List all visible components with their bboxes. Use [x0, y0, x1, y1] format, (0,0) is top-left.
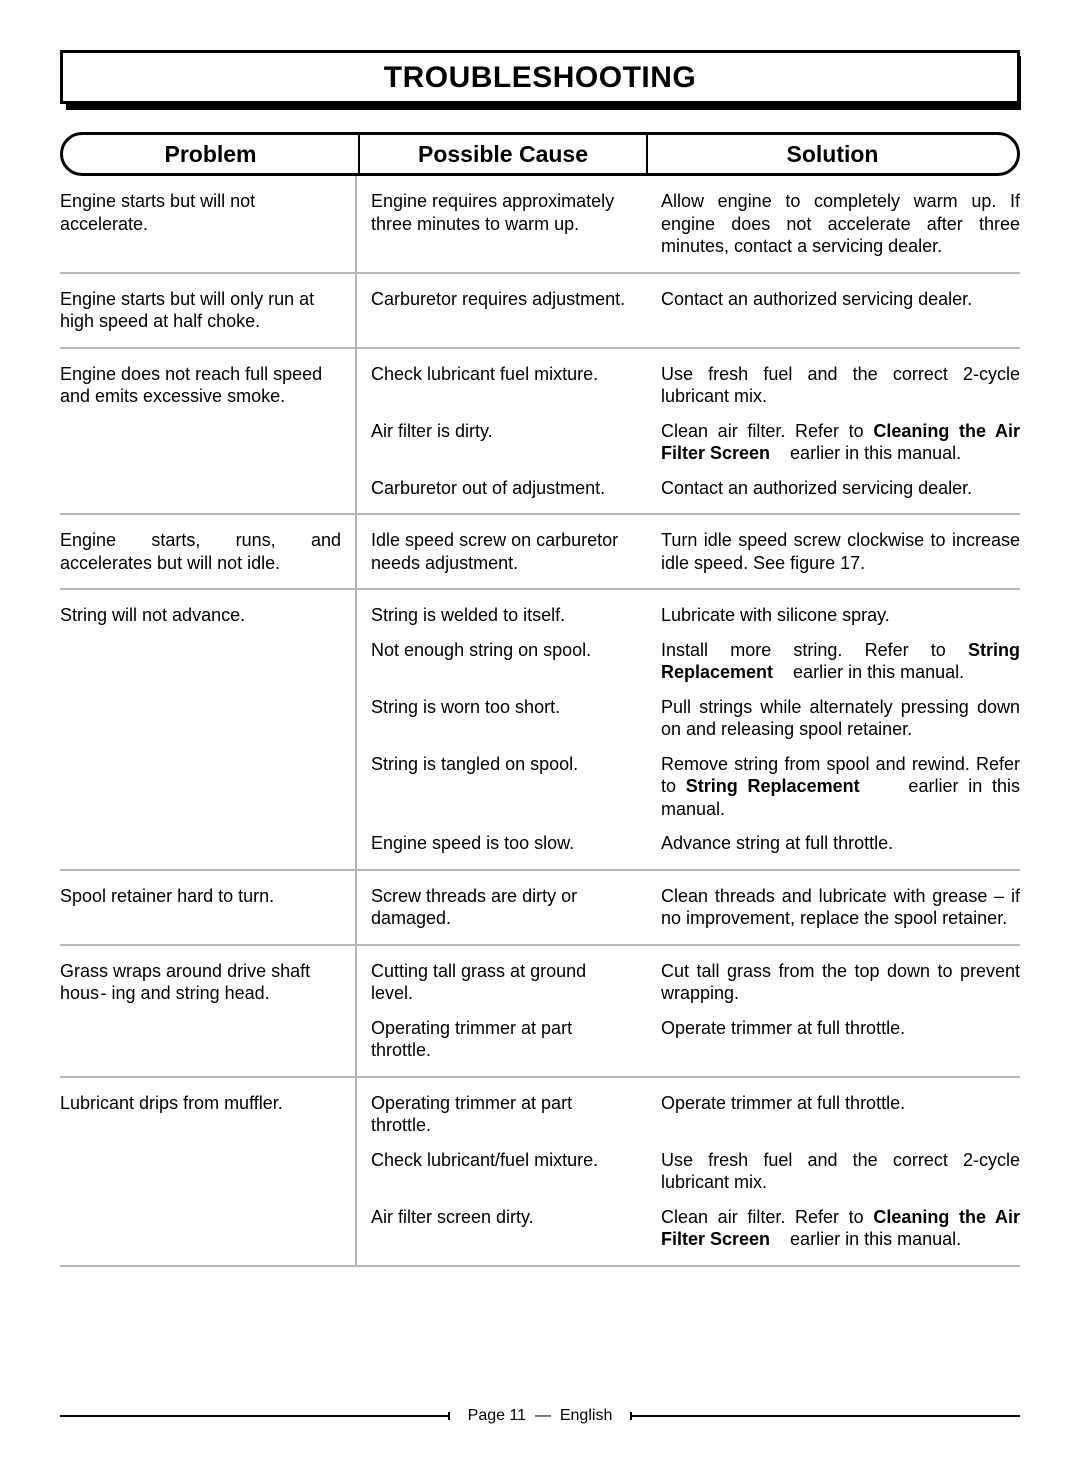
- cell-cause-solution-group: Cutting tall grass at ground level.Cut t…: [355, 946, 1020, 1076]
- cell-solution: Use fresh fuel and the correct 2-cycle l…: [647, 349, 1020, 418]
- footer-page: Page 11: [468, 1407, 526, 1424]
- cell-solution: Allow engine to completely warm up. If e…: [647, 176, 1020, 272]
- cell-cause: Check lubricant/fuel mixture.: [357, 1147, 647, 1204]
- cell-cause: Carburetor out of adjustment.: [357, 475, 647, 514]
- table-row: Engine starts but will only run at high …: [60, 274, 1020, 349]
- cause-solution-pair: String is welded to itself.Lubricate wit…: [357, 590, 1020, 637]
- cell-cause: Air filter is dirty.: [357, 418, 647, 475]
- cell-problem: Engine starts but will not accelerate.: [60, 176, 355, 272]
- cell-solution: Pull strings while alternately pressing …: [647, 694, 1020, 751]
- cell-cause: String is worn too short.: [357, 694, 647, 751]
- cell-cause: Engine requires approximately three minu…: [357, 176, 647, 272]
- title-frame: TROUBLESHOOTING: [60, 50, 1020, 104]
- cell-cause: Operating trimmer at part throttle.: [357, 1078, 647, 1147]
- page: TROUBLESHOOTING Problem Possible Cause S…: [0, 0, 1080, 1465]
- table-row: String will not advance.String is welded…: [60, 590, 1020, 871]
- cell-cause: Carburetor requires adjustment.: [357, 274, 647, 325]
- cell-cause-solution-group: Operating trimmer at part throttle.Opera…: [355, 1078, 1020, 1265]
- cause-solution-pair: Not enough string on spool.Install more …: [357, 637, 1020, 694]
- cell-problem: Lubricant drips from muffler.: [60, 1078, 355, 1265]
- cell-cause-solution-group: Screw threads are dirty or damaged.Clean…: [355, 871, 1020, 944]
- cell-cause-solution-group: Engine requires approximately three minu…: [355, 176, 1020, 272]
- cell-solution: Cut tall grass from the top down to prev…: [647, 946, 1020, 1015]
- table-row: Spool retainer hard to turn.Screw thread…: [60, 871, 1020, 946]
- cell-cause: Operating trimmer at part throttle.: [357, 1015, 647, 1076]
- title-box: TROUBLESHOOTING: [60, 50, 1020, 104]
- cell-solution: Operate trimmer at full throttle.: [647, 1078, 1020, 1147]
- cell-solution: Lubricate with silicone spray.: [647, 590, 1020, 637]
- table-body: Engine starts but will not accelerate.En…: [60, 176, 1020, 1267]
- cause-solution-pair: Engine speed is too slow.Advance string …: [357, 830, 1020, 869]
- cause-solution-pair: Check lubricant/fuel mixture.Use fresh f…: [357, 1147, 1020, 1204]
- cell-cause: Screw threads are dirty or damaged.: [357, 871, 647, 944]
- footer-rule-right: [630, 1415, 1020, 1417]
- table-header: Problem Possible Cause Solution: [60, 132, 1020, 176]
- cell-solution: Contact an authorized servicing dealer.: [647, 274, 1020, 325]
- cause-solution-pair: Carburetor out of adjustment.Contact an …: [357, 475, 1020, 514]
- cell-solution: Clean threads and lubricate with grease …: [647, 871, 1020, 944]
- cell-problem: String will not advance.: [60, 590, 355, 869]
- cause-solution-pair: Screw threads are dirty or damaged.Clean…: [357, 871, 1020, 944]
- page-title: TROUBLESHOOTING: [63, 61, 1017, 95]
- cause-solution-pair: Air filter screen dirty.Clean air filter…: [357, 1204, 1020, 1265]
- cause-solution-pair: Air filter is dirty.Clean air filter. Re…: [357, 418, 1020, 475]
- cell-problem: Engine does not reach full speed and emi…: [60, 349, 355, 514]
- cell-solution: Use fresh fuel and the correct 2-cycle l…: [647, 1147, 1020, 1204]
- cell-cause: Check lubricant fuel mixture.: [357, 349, 647, 418]
- cell-cause-solution-group: Carburetor requires adjustment.Contact a…: [355, 274, 1020, 347]
- col-header-problem: Problem: [63, 135, 358, 173]
- cell-cause-solution-group: Idle speed screw on carburetor needs adj…: [355, 515, 1020, 588]
- col-header-solution: Solution: [648, 135, 1017, 173]
- cell-problem: Engine starts, runs, and accelerates but…: [60, 515, 355, 588]
- table-header-row: Problem Possible Cause Solution: [60, 132, 1020, 176]
- cell-solution: Remove string from spool and rewind. Ref…: [647, 751, 1020, 831]
- cell-solution: Clean air filter. Refer to Cleaning the …: [647, 1204, 1020, 1265]
- cell-cause-solution-group: Check lubricant fuel mixture.Use fresh f…: [355, 349, 1020, 514]
- table-row: Engine starts, runs, and accelerates but…: [60, 515, 1020, 590]
- footer-rule-left: [60, 1415, 450, 1417]
- table-row: Lubricant drips from muffler.Operating t…: [60, 1078, 1020, 1267]
- cell-cause: String is welded to itself.: [357, 590, 647, 637]
- cell-solution: Advance string at full throttle.: [647, 830, 1020, 869]
- cell-cause-solution-group: String is welded to itself.Lubricate wit…: [355, 590, 1020, 869]
- cause-solution-pair: Check lubricant fuel mixture.Use fresh f…: [357, 349, 1020, 418]
- cause-solution-pair: Carburetor requires adjustment.Contact a…: [357, 274, 1020, 325]
- cell-solution: Contact an authorized servicing dealer.: [647, 475, 1020, 514]
- cell-cause: Idle speed screw on carburetor needs adj…: [357, 515, 647, 588]
- cell-solution: Clean air filter. Refer to Cleaning the …: [647, 418, 1020, 475]
- table-row: Engine does not reach full speed and emi…: [60, 349, 1020, 516]
- cause-solution-pair: String is worn too short.Pull strings wh…: [357, 694, 1020, 751]
- footer-sep: —: [535, 1407, 551, 1424]
- col-header-cause: Possible Cause: [358, 135, 648, 173]
- cause-solution-pair: String is tangled on spool.Remove string…: [357, 751, 1020, 831]
- cause-solution-pair: Operating trimmer at part throttle.Opera…: [357, 1078, 1020, 1147]
- cell-problem: Spool retainer hard to turn.: [60, 871, 355, 944]
- cause-solution-pair: Engine requires approximately three minu…: [357, 176, 1020, 272]
- cell-cause: Not enough string on spool.: [357, 637, 647, 694]
- footer-text: Page 11 — English: [468, 1407, 613, 1425]
- table-row: Grass wraps around drive shaft hous - in…: [60, 946, 1020, 1078]
- cell-solution: Install more string. Refer to String Rep…: [647, 637, 1020, 694]
- cell-cause: Air filter screen dirty.: [357, 1204, 647, 1265]
- cell-solution: Turn idle speed screw clockwise to incre…: [647, 515, 1020, 588]
- footer-lang: English: [560, 1407, 612, 1424]
- table-row: Engine starts but will not accelerate.En…: [60, 176, 1020, 274]
- cell-solution: Operate trimmer at full throttle.: [647, 1015, 1020, 1076]
- cell-problem: Engine starts but will only run at high …: [60, 274, 355, 347]
- cause-solution-pair: Idle speed screw on carburetor needs adj…: [357, 515, 1020, 588]
- cell-cause: String is tangled on spool.: [357, 751, 647, 831]
- cell-problem: Grass wraps around drive shaft hous - in…: [60, 946, 355, 1076]
- page-footer: Page 11 — English: [60, 1407, 1020, 1425]
- cause-solution-pair: Operating trimmer at part throttle.Opera…: [357, 1015, 1020, 1076]
- cause-solution-pair: Cutting tall grass at ground level.Cut t…: [357, 946, 1020, 1015]
- cell-cause: Engine speed is too slow.: [357, 830, 647, 869]
- cell-cause: Cutting tall grass at ground level.: [357, 946, 647, 1015]
